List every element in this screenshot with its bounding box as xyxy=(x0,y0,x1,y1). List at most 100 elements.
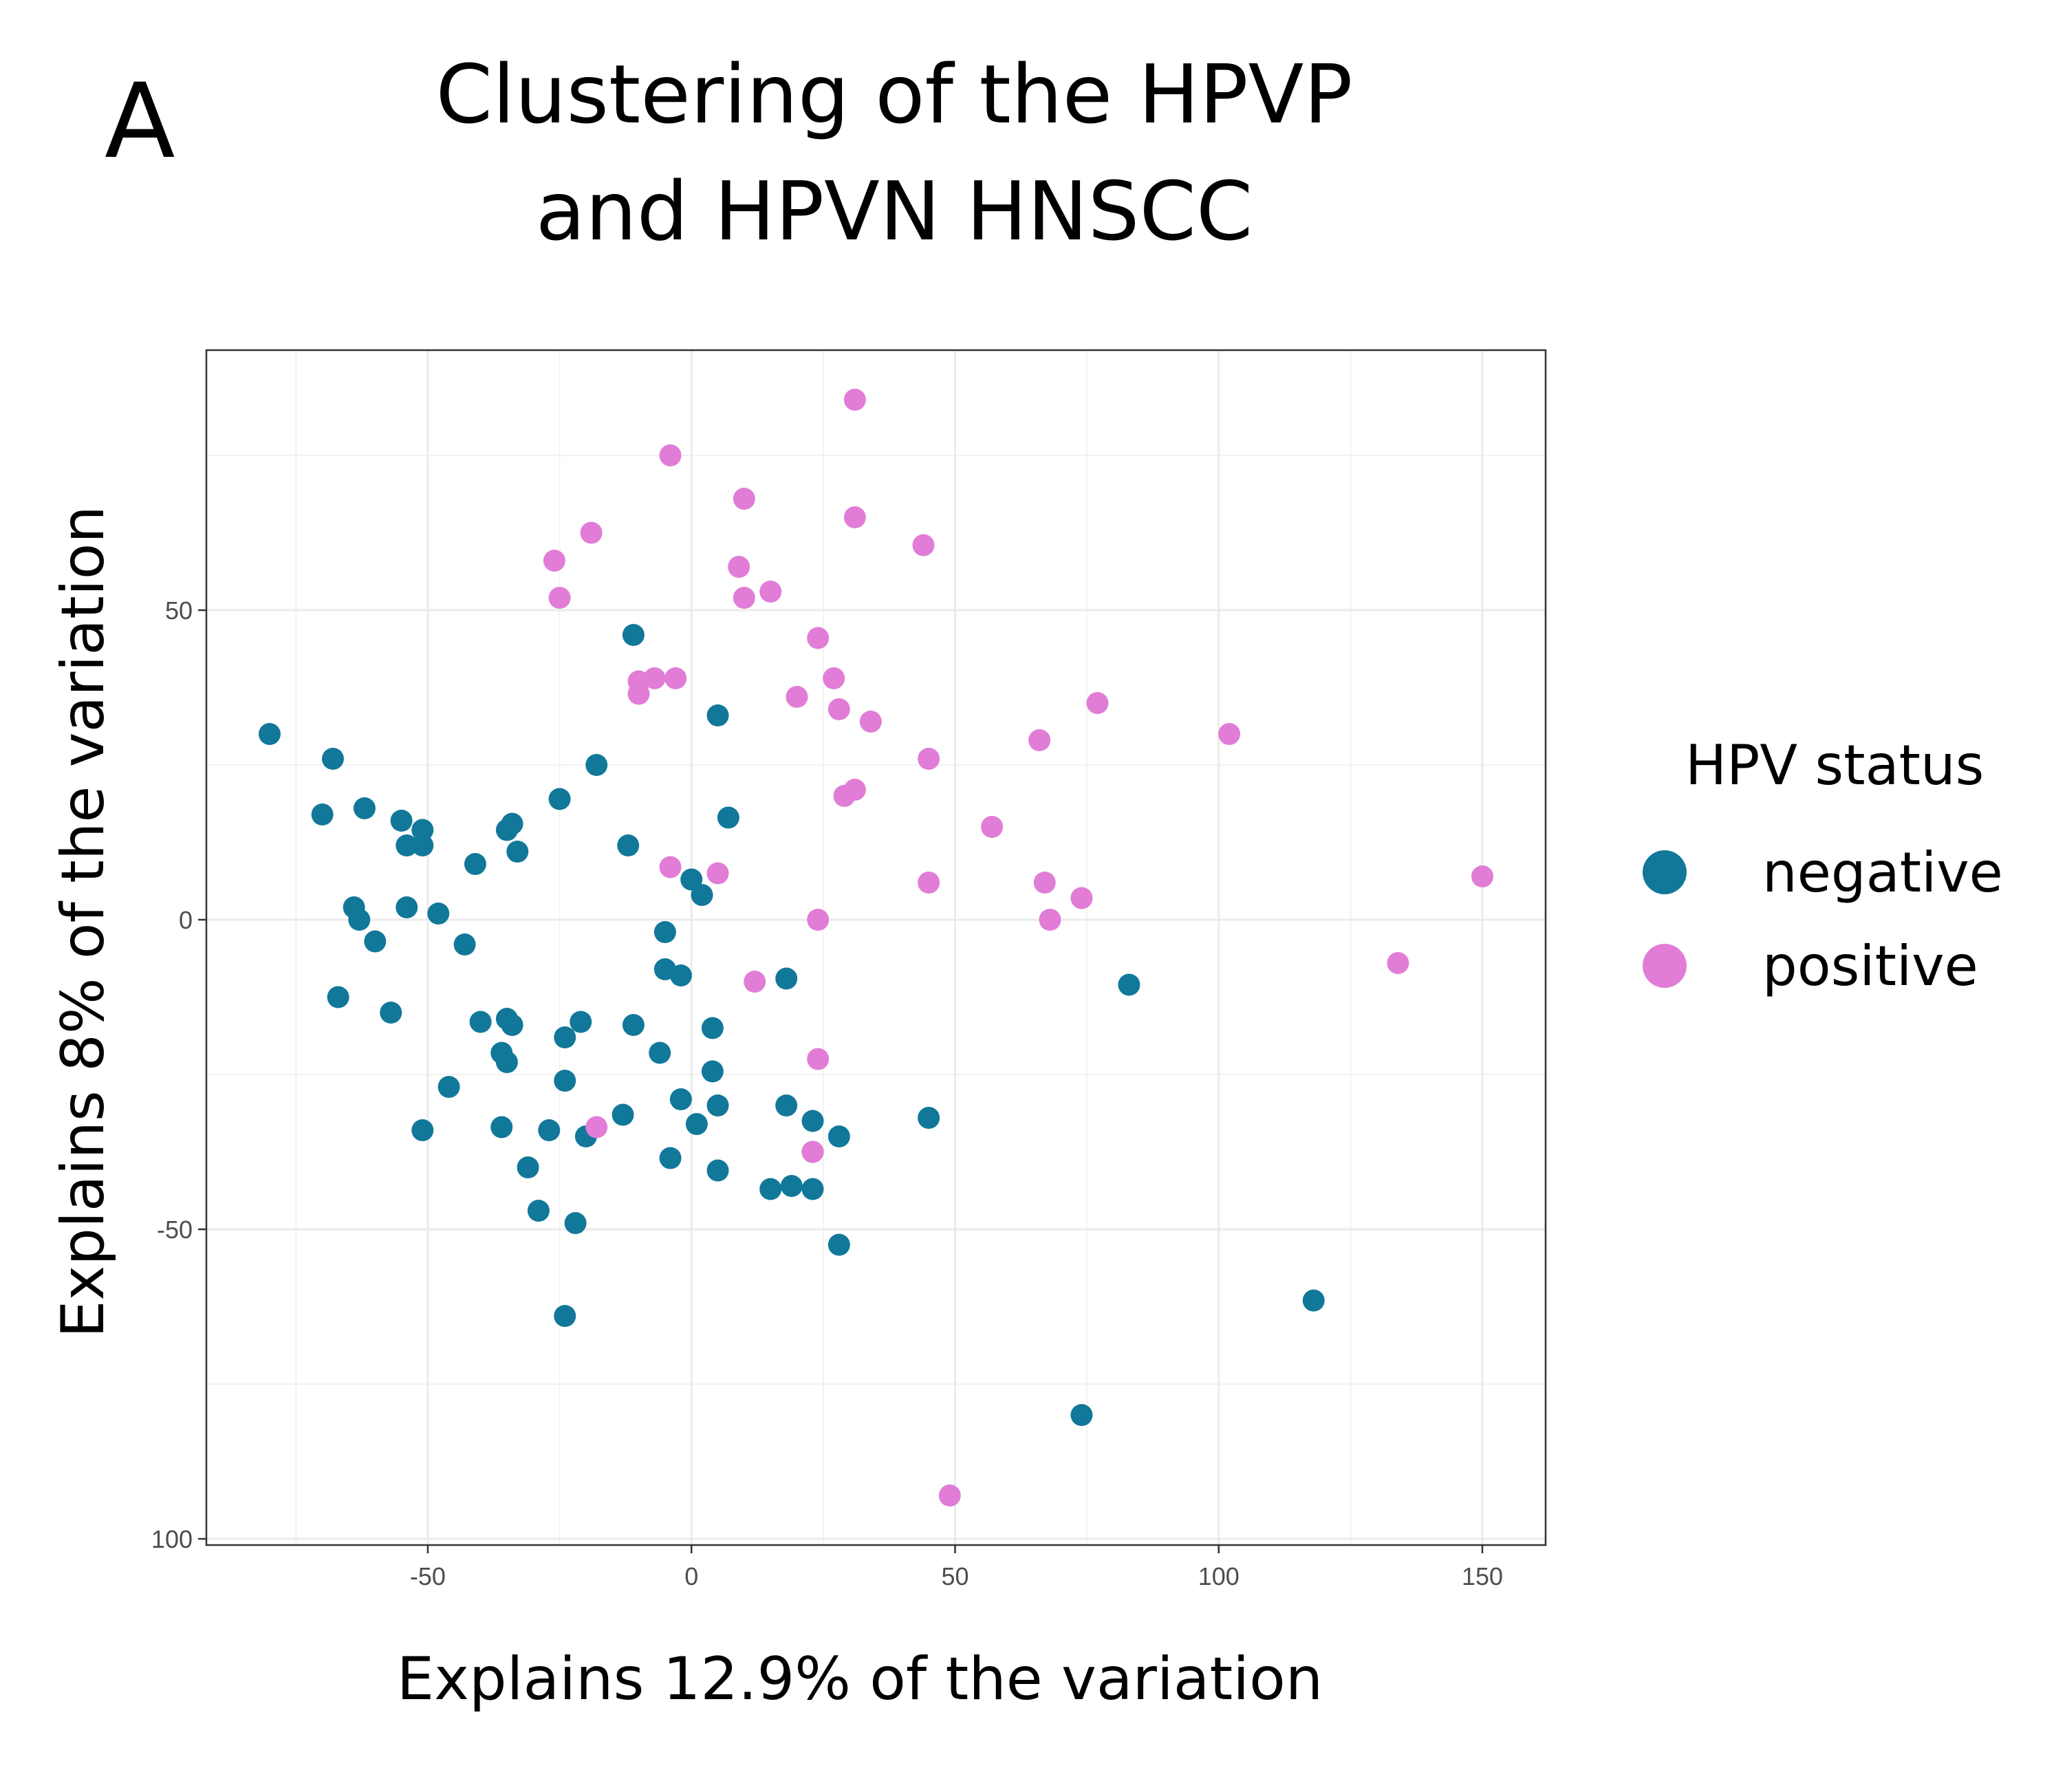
point-negative xyxy=(490,1116,513,1138)
point-negative xyxy=(775,967,798,990)
point-negative xyxy=(396,896,418,918)
point-negative xyxy=(321,748,344,770)
point-negative xyxy=(390,810,413,832)
legend-label-positive: positive xyxy=(1762,934,1978,998)
legend-key-positive xyxy=(1643,944,1687,988)
point-positive xyxy=(918,872,940,894)
point-negative xyxy=(411,1119,434,1141)
plot-panel-border xyxy=(205,349,1547,1546)
y-axis-title: Explains 8% of the variation xyxy=(49,506,118,1338)
point-positive xyxy=(843,389,866,411)
point-positive xyxy=(981,816,1004,838)
point-negative xyxy=(364,930,387,953)
point-negative xyxy=(827,1125,850,1147)
point-negative xyxy=(706,1159,729,1182)
point-negative xyxy=(411,834,434,856)
y-tick-label: 0 xyxy=(179,906,193,934)
x-tick-label: 50 xyxy=(941,1562,969,1590)
point-positive xyxy=(659,444,682,466)
point-negative xyxy=(918,1107,940,1129)
point-positive xyxy=(938,1485,961,1507)
point-negative xyxy=(1118,973,1140,996)
point-negative xyxy=(759,1178,782,1200)
point-positive xyxy=(912,534,935,557)
point-negative xyxy=(506,841,529,863)
point-negative xyxy=(554,1305,576,1327)
point-positive xyxy=(801,1141,824,1163)
point-positive xyxy=(807,1048,830,1070)
x-tick-label: 100 xyxy=(1198,1562,1240,1590)
point-positive xyxy=(580,521,603,544)
y-tick-label: 100 xyxy=(151,1525,193,1553)
axis-tick-labels: -50 0 50 100 150 100 -50 0 50 xyxy=(151,596,1503,1590)
point-negative xyxy=(701,1017,724,1039)
point-positive xyxy=(733,587,755,609)
point-negative xyxy=(653,921,676,943)
point-negative xyxy=(464,853,486,875)
legend-key-negative xyxy=(1643,850,1687,894)
point-positive xyxy=(548,587,571,609)
point-negative xyxy=(527,1200,550,1222)
point-positive xyxy=(833,785,856,807)
point-negative xyxy=(775,1094,798,1116)
axis-ticks xyxy=(198,609,1484,1553)
panel-letter: A xyxy=(105,62,175,182)
point-negative xyxy=(554,1070,576,1092)
point-negative xyxy=(706,1094,729,1116)
point-negative xyxy=(612,1103,634,1126)
data-points xyxy=(258,389,1494,1507)
point-negative xyxy=(348,909,371,931)
point-negative xyxy=(622,1014,645,1036)
legend: HPV status negative positive xyxy=(1643,733,2003,998)
legend-label-negative: negative xyxy=(1762,841,2003,905)
point-negative xyxy=(717,806,739,829)
point-negative xyxy=(827,1233,850,1256)
point-negative xyxy=(691,884,713,906)
point-negative xyxy=(780,1175,803,1197)
x-axis-title: Explains 12.9% of the variation xyxy=(397,1645,1323,1714)
point-negative xyxy=(380,1002,402,1024)
point-positive xyxy=(859,711,882,733)
point-positive xyxy=(807,909,830,931)
point-positive xyxy=(1086,692,1109,714)
point-positive xyxy=(759,581,782,603)
point-negative xyxy=(311,803,334,825)
point-positive xyxy=(1387,952,1409,974)
point-negative xyxy=(427,903,450,925)
x-tick-label: 0 xyxy=(684,1562,698,1590)
point-positive xyxy=(1471,865,1494,887)
point-positive xyxy=(664,667,687,689)
point-positive xyxy=(1039,909,1061,931)
point-negative xyxy=(517,1156,539,1178)
point-positive xyxy=(627,682,650,705)
grid xyxy=(206,350,1546,1545)
point-negative xyxy=(622,624,645,646)
y-tick-label: -50 xyxy=(157,1216,193,1244)
point-negative xyxy=(501,812,523,835)
point-negative xyxy=(669,964,692,986)
y-tick-label: 50 xyxy=(165,596,193,625)
point-positive xyxy=(1218,723,1241,745)
point-negative xyxy=(453,933,476,956)
x-tick-label: 150 xyxy=(1462,1562,1503,1590)
point-positive xyxy=(728,556,750,578)
point-positive xyxy=(827,698,850,720)
point-negative xyxy=(801,1110,824,1132)
point-negative xyxy=(659,1147,682,1169)
point-negative xyxy=(685,1113,708,1135)
point-positive xyxy=(1070,887,1093,909)
point-positive xyxy=(585,1116,608,1138)
point-negative xyxy=(585,754,608,776)
point-positive xyxy=(807,627,830,649)
point-negative xyxy=(1302,1289,1325,1312)
point-negative xyxy=(396,834,418,856)
x-tick-label: -50 xyxy=(410,1562,446,1590)
point-positive xyxy=(543,550,565,572)
point-positive xyxy=(744,971,766,993)
point-positive xyxy=(786,686,808,708)
point-negative xyxy=(570,1011,592,1033)
point-negative xyxy=(258,723,281,745)
point-negative xyxy=(469,1011,492,1033)
point-negative xyxy=(564,1212,587,1234)
